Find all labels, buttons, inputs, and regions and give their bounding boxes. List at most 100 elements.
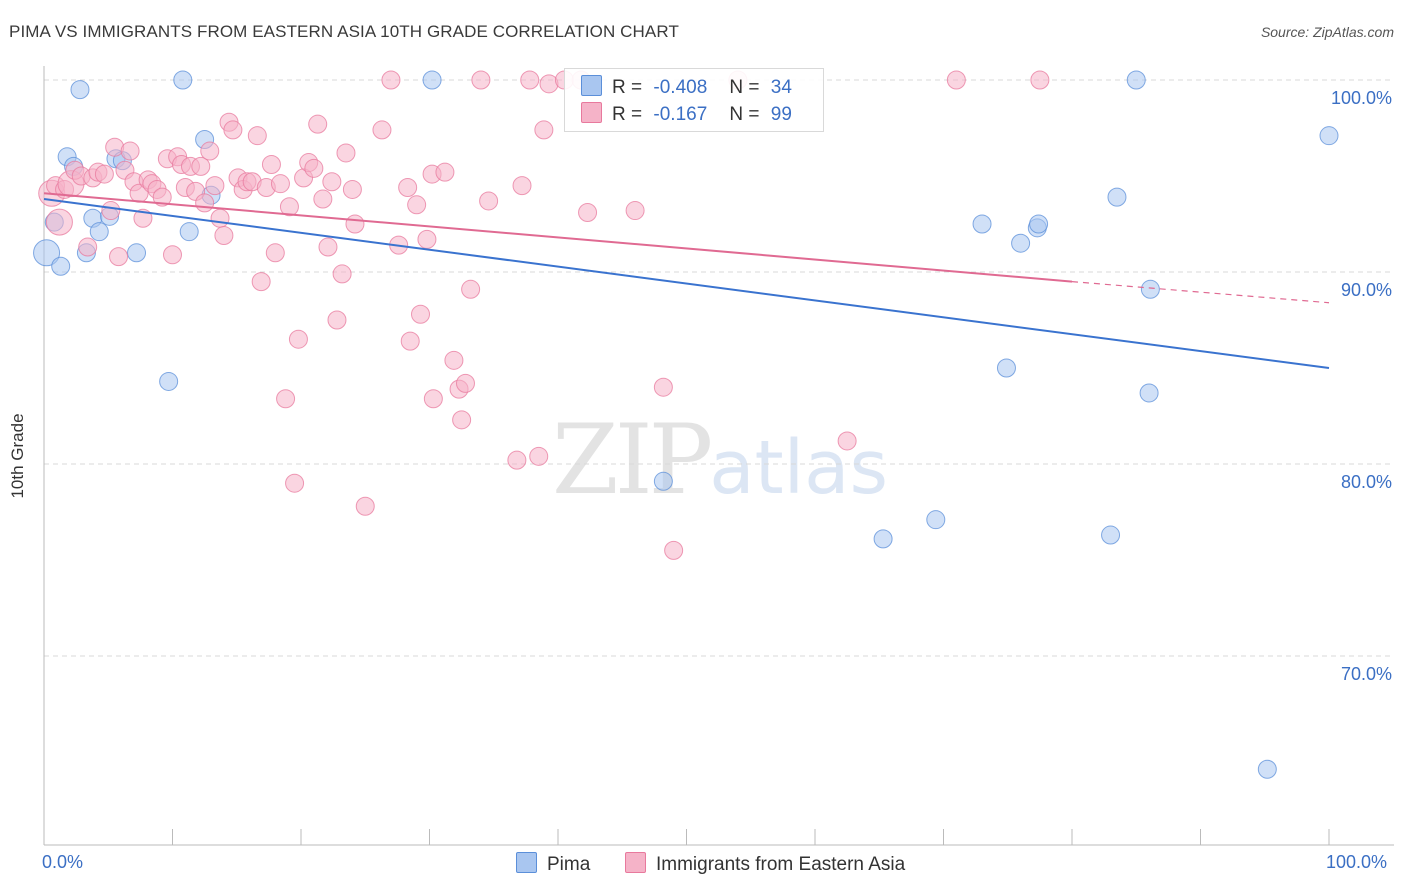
legend-row-pima: R = -0.408 N = 34	[581, 75, 792, 101]
legend-r-label: R =	[612, 104, 643, 125]
point-immigrants	[191, 156, 211, 176]
series-legend: Pima Immigrants from Eastern Asia	[0, 852, 1406, 878]
point-immigrants	[625, 201, 645, 221]
point-immigrants	[407, 195, 427, 215]
point-immigrants	[276, 389, 296, 409]
point-immigrants	[152, 187, 172, 207]
legend-r-label: R =	[612, 77, 643, 98]
point-immigrants	[94, 164, 114, 184]
point-immigrants	[345, 214, 365, 234]
point-immigrants	[471, 70, 491, 90]
point-pima	[89, 222, 109, 242]
point-immigrants	[946, 70, 966, 90]
point-immigrants	[417, 229, 437, 249]
point-pima	[179, 222, 199, 242]
y-tick-label: 70.0%	[1341, 664, 1392, 684]
point-immigrants	[163, 245, 182, 265]
point-immigrants	[327, 310, 347, 330]
point-immigrants	[444, 350, 464, 370]
trendline-immigrants-extension	[1071, 281, 1330, 304]
point-immigrants	[1030, 70, 1050, 90]
point-immigrants	[398, 178, 418, 198]
point-pima	[972, 214, 992, 234]
point-immigrants	[529, 446, 549, 466]
chart-title: PIMA VS IMMIGRANTS FROM EASTERN ASIA 10T…	[9, 22, 679, 41]
point-immigrants	[265, 243, 285, 263]
point-pima	[926, 510, 946, 530]
point-immigrants	[423, 389, 443, 409]
series-legend-label: Pima	[547, 854, 591, 875]
point-pima	[1107, 187, 1127, 207]
point-immigrants	[520, 70, 540, 90]
point-immigrants	[837, 431, 857, 451]
point-pima	[1257, 759, 1277, 779]
series-swatch-immigrants	[625, 852, 646, 873]
point-pima	[1140, 279, 1160, 299]
legend-n-value: 99	[770, 104, 792, 125]
correlation-legend: R = -0.408 N = 34 R = -0.167 N = 99	[564, 68, 824, 132]
point-immigrants	[372, 120, 392, 140]
point-immigrants	[355, 496, 375, 516]
point-pima	[70, 80, 90, 100]
point-pima	[51, 256, 71, 276]
point-immigrants	[381, 70, 401, 90]
watermark-zip: ZIP	[552, 404, 713, 516]
point-pima	[127, 243, 147, 263]
point-pima	[1029, 214, 1049, 234]
point-immigrants	[270, 174, 290, 194]
point-immigrants	[279, 197, 299, 217]
point-immigrants	[411, 304, 431, 324]
legend-swatch-pima	[581, 75, 602, 96]
point-immigrants	[313, 189, 333, 209]
x-tick-label-min: 0.0%	[42, 852, 84, 872]
point-immigrants	[200, 141, 220, 161]
point-immigrants	[205, 176, 225, 196]
watermark-atlas: atlas	[709, 425, 889, 511]
legend-row-immigrants: R = -0.167 N = 99	[581, 102, 792, 128]
point-immigrants	[109, 247, 129, 267]
point-immigrants	[507, 450, 527, 470]
point-immigrants	[512, 176, 532, 196]
point-immigrants	[332, 264, 352, 284]
point-immigrants	[223, 120, 243, 140]
point-immigrants	[322, 172, 342, 192]
point-pima	[422, 70, 442, 90]
y-tick-label: 80.0%	[1341, 472, 1392, 492]
series-legend-immigrants: Immigrants from Eastern Asia	[625, 852, 905, 876]
point-immigrants	[578, 202, 598, 222]
point-immigrants	[435, 162, 455, 182]
trendline-immigrants	[43, 192, 1073, 283]
point-immigrants	[120, 141, 140, 161]
point-immigrants	[318, 237, 338, 257]
point-immigrants	[133, 208, 153, 228]
series-legend-label: Immigrants from Eastern Asia	[656, 854, 906, 875]
trendline-pima	[43, 198, 1330, 369]
point-immigrants	[653, 377, 673, 397]
point-pima	[1011, 233, 1031, 253]
point-immigrants	[336, 143, 356, 163]
point-immigrants	[288, 329, 308, 349]
point-immigrants	[455, 373, 475, 393]
legend-swatch-immigrants	[581, 102, 602, 123]
point-immigrants	[308, 114, 328, 134]
legend-r-value: -0.167	[653, 104, 708, 125]
source-label: Source: ZipAtlas.com	[1260, 24, 1394, 40]
point-immigrants	[664, 540, 684, 560]
point-immigrants	[247, 126, 267, 146]
point-pima	[1101, 525, 1121, 545]
legend-n-label: N =	[729, 104, 760, 125]
point-immigrants	[479, 191, 499, 211]
point-pima	[33, 239, 61, 267]
y-tick-label: 100.0%	[1331, 88, 1392, 108]
legend-n-label: N =	[729, 77, 760, 98]
point-pima	[1139, 383, 1159, 403]
point-pima	[159, 371, 179, 391]
legend-n-value: 34	[770, 77, 792, 98]
point-pima	[873, 529, 893, 549]
point-immigrants	[452, 410, 472, 430]
point-immigrants	[534, 120, 554, 140]
point-pima	[173, 70, 193, 90]
series-swatch-pima	[516, 852, 537, 873]
point-immigrants	[45, 208, 73, 236]
x-tick-label-max: 100.0%	[1326, 852, 1388, 872]
